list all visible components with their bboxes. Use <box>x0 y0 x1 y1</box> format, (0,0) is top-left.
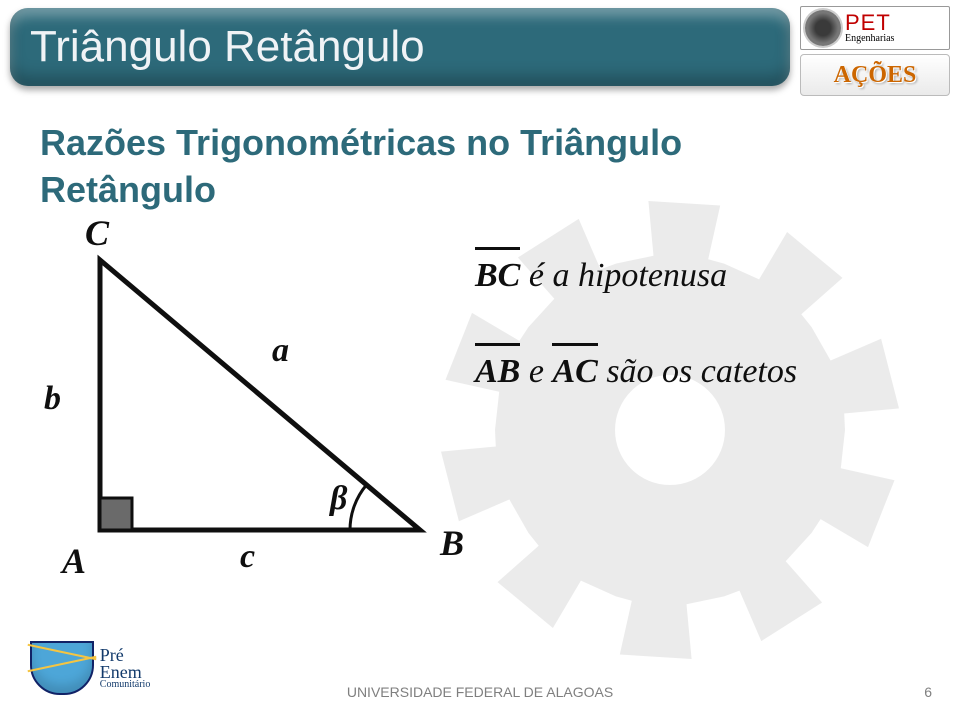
pet-logo: PET Engenharias <box>800 6 950 50</box>
edge-c: c <box>240 538 255 576</box>
page-number: 6 <box>924 684 932 700</box>
pet-logo-title: PET <box>845 12 894 34</box>
subtitle-line2: Retângulo <box>40 169 216 210</box>
vertex-A: A <box>62 540 86 582</box>
footer-text: UNIVERSIDADE FEDERAL DE ALAGOAS <box>0 684 960 700</box>
preenem-line1: Pré Enem <box>100 647 170 679</box>
seg-BC: BC <box>475 250 520 301</box>
slide-title: Triângulo Retângulo <box>30 22 425 72</box>
stmt-mid: e <box>520 353 552 390</box>
subtitle-line1: Razões Trigonométricas no Triângulo <box>40 122 682 163</box>
angle-beta: β <box>330 480 347 518</box>
stmt-ac-rest: são os catetos <box>598 353 797 390</box>
subtitle: Razões Trigonométricas no Triângulo Retâ… <box>40 120 682 214</box>
triangle-svg <box>40 230 460 570</box>
acoes-logo-text: AÇÕES <box>834 62 917 89</box>
vertex-B: B <box>440 522 464 564</box>
statements: BC é a hipotenusa AB e AC são os catetos <box>475 250 797 442</box>
triangle-figure: C A B b a c β <box>40 230 460 570</box>
logo-stack: PET Engenharias AÇÕES <box>800 6 950 96</box>
pet-logo-sub: Engenharias <box>845 34 894 44</box>
seg-AC: AC <box>552 346 597 397</box>
hypotenuse-statement: BC é a hipotenusa <box>475 250 797 301</box>
edge-b: b <box>44 380 61 418</box>
pet-gear-icon <box>805 10 841 46</box>
edge-a: a <box>272 332 289 370</box>
stmt-bc-rest: é a hipotenusa <box>520 257 727 294</box>
title-bar: Triângulo Retângulo <box>10 8 790 86</box>
seg-AB: AB <box>475 346 520 397</box>
catheti-statement: AB e AC são os catetos <box>475 346 797 397</box>
vertex-C: C <box>85 212 109 254</box>
acoes-logo: AÇÕES <box>800 54 950 96</box>
